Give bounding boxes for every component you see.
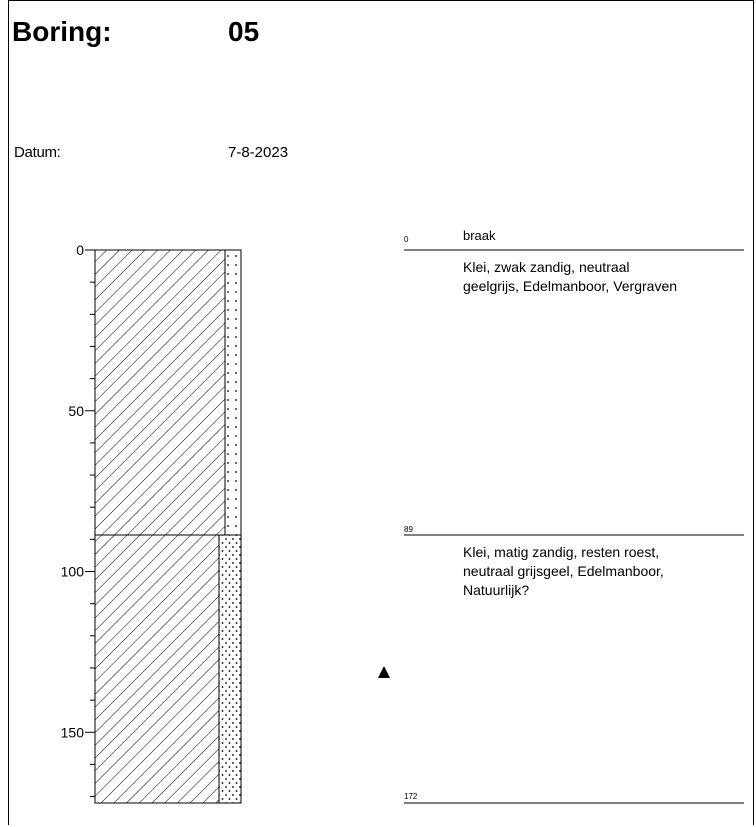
triangle-up-icon [378, 666, 390, 678]
depth-tick-label: 100 [61, 564, 85, 580]
layer-1-description-line-1: Klei, zwak zandig, neutraal [463, 259, 630, 275]
layer-1-sand-column [224, 249, 242, 536]
boring-number: 05 [228, 16, 260, 47]
end-depth-label: 172 [404, 792, 418, 801]
layer-1-description-line-2: geelgrijs, Edelmanboor, Vergraven [463, 278, 678, 294]
surface-label: braak [463, 228, 496, 243]
depth-major-ticks: 0 50 100 150 [61, 242, 95, 740]
layer-2-description-line-3: Natuurlijk? [463, 582, 530, 598]
boring-label: Boring: [12, 16, 112, 47]
datum-value: 7-8-2023 [228, 144, 289, 161]
layer-2-description: Klei, matig zandig, resten roest, neutra… [463, 543, 664, 600]
datum-label: Datum: [14, 144, 61, 161]
depth-tick-label: 150 [61, 724, 85, 740]
page-frame [8, 0, 754, 825]
layer-1-top-label: 0 [404, 235, 409, 244]
layer-2-sand-column [218, 534, 242, 804]
layer-1-description: Klei, zwak zandig, neutraal geelgrijs, E… [463, 258, 677, 296]
depth-tick-label: 50 [68, 403, 84, 419]
layer-1-clay-column [94, 249, 226, 536]
depth-tick-label: 0 [76, 242, 84, 258]
layer-2-description-line-2: neutraal grijsgeel, Edelmanboor, [463, 563, 664, 579]
depth-minor-ticks [90, 281, 95, 798]
layer-2-top-label: 89 [404, 525, 413, 534]
layer-2-description-line-1: Klei, matig zandig, resten roest, [463, 544, 660, 560]
layer-2-clay-column [94, 534, 220, 804]
